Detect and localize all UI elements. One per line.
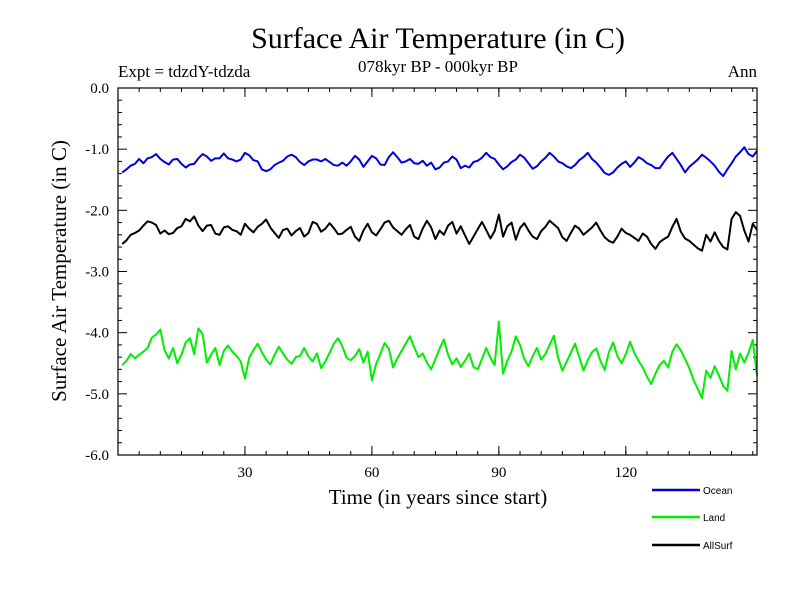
x-tick-label: 30 bbox=[237, 465, 252, 481]
x-tick-label: 90 bbox=[491, 465, 506, 481]
y-tick-label: -3.0 bbox=[85, 265, 109, 281]
chart-subtitle: 078kyr BP - 000kyr BP bbox=[358, 57, 518, 76]
experiment-label: Expt = tdzdY-tdzda bbox=[118, 62, 251, 81]
series-layer bbox=[121, 146, 758, 400]
series-line-allsurf bbox=[121, 211, 758, 252]
legend-label-allsurf: AllSurf bbox=[703, 541, 733, 552]
legend-label-ocean: Ocean bbox=[703, 486, 732, 497]
y-axis-label: Surface Air Temperature (in C) bbox=[47, 140, 71, 402]
axes: 0.0 -1.0 -2.0 -3.0 -4.0 -5.0 -6.0 30 60 90 120 bbox=[85, 81, 757, 481]
y-tick-label: -6.0 bbox=[85, 448, 109, 464]
y-tick-label: 0.0 bbox=[90, 81, 109, 97]
plot-frame bbox=[117, 87, 758, 456]
legend-label-land: Land bbox=[703, 513, 725, 524]
y-tick-label: -2.0 bbox=[85, 203, 109, 219]
series-line-land bbox=[121, 320, 758, 400]
y-tick-label: -4.0 bbox=[85, 326, 109, 342]
x-tick-label: 60 bbox=[364, 465, 379, 481]
x-tick-label: 120 bbox=[615, 465, 638, 481]
chart-title: Surface Air Temperature (in C) bbox=[251, 22, 625, 55]
series-line-ocean bbox=[121, 146, 758, 178]
legend: Ocean Land AllSurf bbox=[652, 486, 733, 552]
season-label: Ann bbox=[728, 62, 758, 81]
y-tick-label: -5.0 bbox=[85, 387, 109, 403]
x-axis-label: Time (in years since start) bbox=[329, 485, 548, 509]
y-tick-label: -1.0 bbox=[85, 142, 109, 158]
